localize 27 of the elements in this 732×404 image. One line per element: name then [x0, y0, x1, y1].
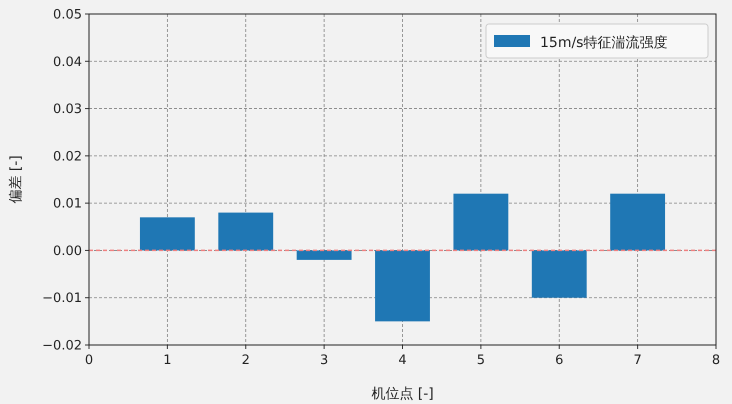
- y-tick-label: 0.01: [53, 196, 82, 212]
- bar: [610, 194, 666, 250]
- y-tick-label: 0.03: [53, 102, 82, 118]
- x-axis-title: 机位点 [-]: [371, 386, 434, 402]
- bar: [296, 250, 352, 260]
- x-tick-label: 8: [712, 353, 720, 368]
- x-tick-label: 0: [84, 353, 94, 368]
- y-tick-label: 0.00: [53, 244, 82, 259]
- y-tick-label: −0.02: [42, 338, 82, 354]
- y-tick-label: −0.01: [42, 291, 82, 306]
- x-tick-label: 5: [476, 353, 486, 368]
- bar: [375, 250, 430, 322]
- x-tick-label: 2: [242, 353, 250, 368]
- bar: [218, 212, 274, 250]
- x-tick-label: 3: [320, 353, 328, 368]
- x-tick-label: 1: [163, 353, 172, 368]
- y-tick-label: 0.05: [53, 8, 82, 22]
- x-tick-label: 4: [398, 353, 407, 368]
- bar: [532, 250, 587, 298]
- x-tick-label: 6: [555, 353, 564, 368]
- y-tick-label: 0.02: [53, 149, 82, 164]
- legend-label: 15m/s特征湍流强度: [540, 35, 668, 51]
- y-tick-label: 0.04: [53, 54, 82, 70]
- bar: [453, 194, 508, 250]
- x-tick-label: 7: [633, 353, 642, 368]
- y-axis-title: 偏差 [-]: [8, 155, 24, 204]
- bar: [140, 217, 195, 250]
